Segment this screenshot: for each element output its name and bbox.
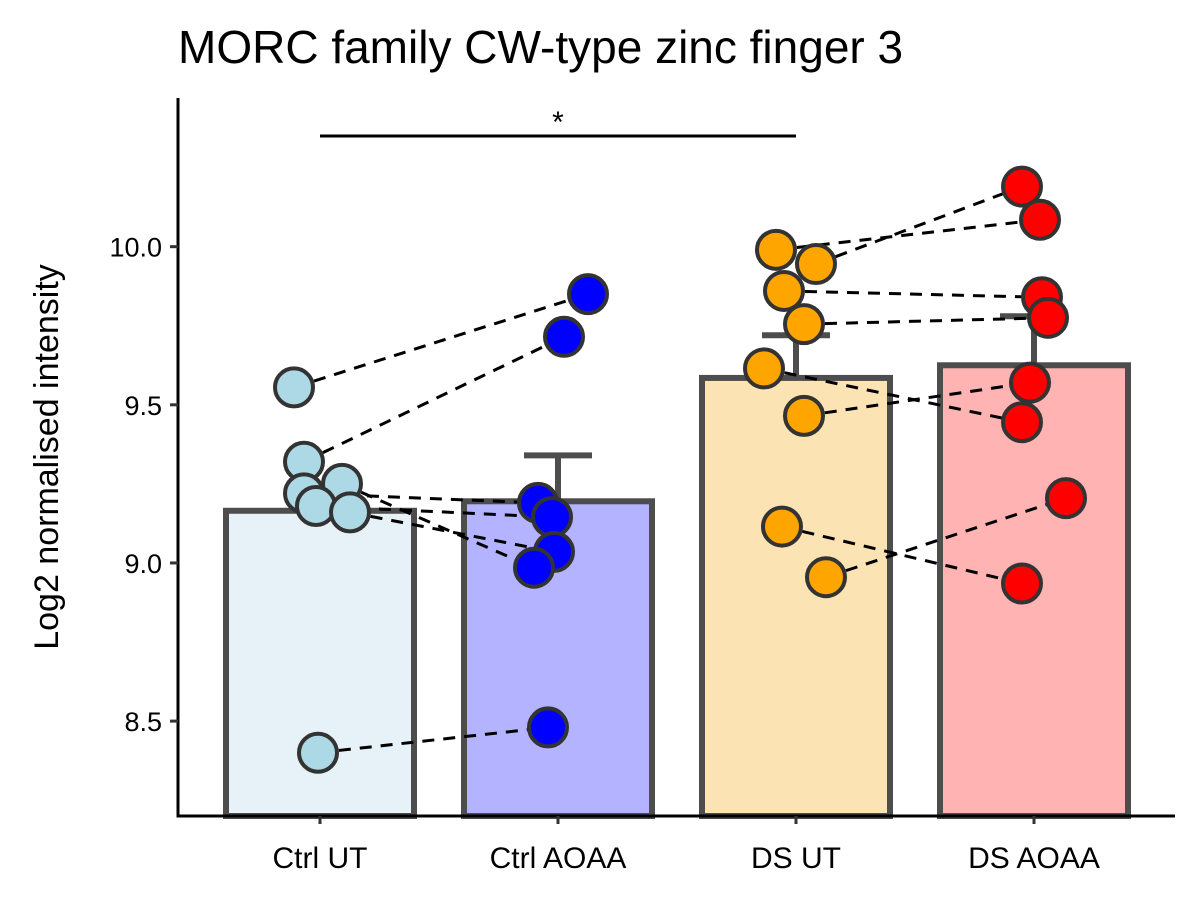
bar-ds-ut [699,374,893,819]
data-point-ds-aoaa-6 [1001,401,1043,444]
axes-group: 8.5 9.0 9.5 10.0 Ctrl UT Ctrl AOAA DS UT DS AOA… [109,98,1175,875]
data-point-ds-ut-8 [805,556,847,599]
data-point-ds-ut-1 [755,228,797,271]
y-tick-label-1: 8.5 [124,707,162,737]
data-point-ds-aoaa-5 [1009,361,1051,404]
data-point-ds-ut-5 [743,347,785,390]
data-point-ds-ut-7 [761,505,803,548]
paired-line-5 [349,510,555,554]
significance-group: * [320,106,796,139]
x-tick-label-ctrl-aoaa: Ctrl AOAA [490,842,627,875]
paired-line-13 [803,381,1031,418]
y-tick-label-2: 9.0 [124,549,162,579]
data-point-ctrl-aoaa-6 [513,546,555,589]
paired-line-7 [317,725,549,755]
data-point-ds-ut-4 [783,303,825,346]
points-group [273,165,1087,774]
x-tick-label-ctrl-ut: Ctrl UT [273,842,368,875]
data-point-ctrl-aoaa-1 [567,273,609,316]
x-tick-label-ds-ut: DS UT [751,842,841,875]
data-point-ds-aoaa-2 [1019,198,1061,241]
paired-line-2 [303,335,565,464]
data-point-ctrl-aoaa-4 [531,496,573,539]
data-point-ctrl-aoaa-7 [527,706,569,749]
y-tick-label-3: 9.5 [124,391,162,421]
data-point-ctrl-aoaa-2 [543,315,585,358]
paired-line-10 [783,289,1043,299]
paired-line-4 [315,504,553,519]
data-point-ctrl-ut-5 [295,485,337,528]
significance-label: * [552,106,564,139]
x-tick-label-ds-aoaa: DS AOAA [968,842,1100,875]
chart-title: MORC family CW-type zinc finger 3 [178,21,903,73]
data-point-ds-ut-6 [783,394,825,437]
y-tick-label-4: 10.0 [109,233,162,263]
data-point-ds-aoaa-1 [1001,165,1043,208]
y-axis-label: Log2 normalised intensity [28,264,66,650]
data-point-ds-ut-2 [795,243,837,286]
paired-line-15 [825,496,1067,579]
data-point-ds-ut-3 [763,269,805,312]
data-point-ctrl-ut-7 [297,731,339,774]
data-point-ds-aoaa-4 [1027,296,1069,339]
paired-line-12 [763,366,1023,424]
data-point-ds-aoaa-8 [1001,562,1043,605]
paired-line-3 [303,491,539,505]
paired-lines-group [293,185,1067,755]
paired-line-6 [341,482,535,570]
paired-line-1 [293,292,589,389]
data-point-ctrl-ut-1 [273,366,315,409]
data-point-ds-aoaa-7 [1045,477,1087,520]
data-point-ctrl-ut-6 [329,491,371,534]
paired-line-8 [815,185,1023,266]
